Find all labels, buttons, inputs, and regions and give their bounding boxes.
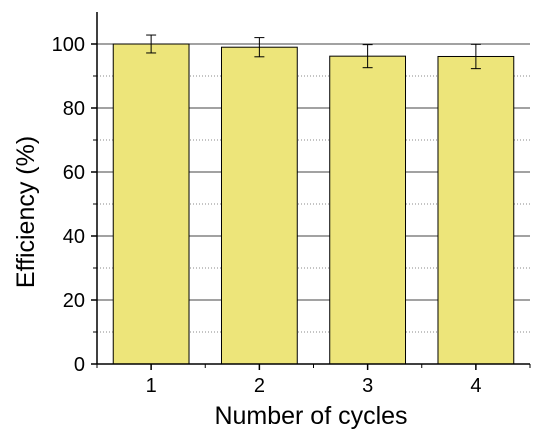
bar	[437, 55, 515, 365]
y-tick-label: 100	[52, 34, 85, 56]
x-tick-label: 1	[146, 375, 157, 397]
x-axis-title: Number of cycles	[214, 402, 407, 430]
x-tick-label: 3	[362, 375, 373, 397]
bar	[112, 43, 190, 365]
y-tick-label: 20	[63, 290, 85, 312]
axes	[91, 12, 531, 370]
x-tick-label: 4	[470, 375, 481, 397]
y-tick-label: 40	[63, 226, 85, 248]
bar	[329, 55, 407, 365]
y-tick-label: 60	[63, 162, 85, 184]
bar	[220, 46, 298, 365]
y-axis-title: Efficiency (%)	[12, 136, 40, 288]
error-bars	[146, 34, 481, 70]
y-tick-label: 80	[63, 98, 85, 120]
y-tick-label: 0	[74, 354, 85, 376]
x-tick-label: 2	[254, 375, 265, 397]
